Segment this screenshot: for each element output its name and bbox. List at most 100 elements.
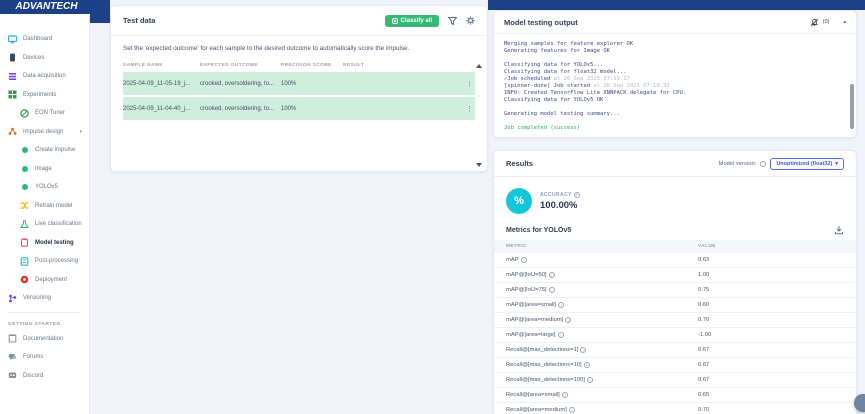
sidebar: ADVANTECH Dashboard Devices Data acquisi… xyxy=(0,0,93,414)
help-icon[interactable]: ? xyxy=(583,362,590,368)
classify-all-button[interactable]: Classify all xyxy=(384,14,439,27)
metric-row: mAP@[area=medium]? 0.70 xyxy=(494,313,856,328)
console-line: Generating features for Image OK xyxy=(504,48,610,54)
scroll-up-icon[interactable] xyxy=(476,64,482,68)
metric-row: Recall@[max_detections=1]? 0.67 xyxy=(494,343,856,358)
sample-name: 2025-04-09_11-05-19_j... xyxy=(123,80,191,87)
impulse-design-icon xyxy=(8,127,17,136)
model-testing-icon xyxy=(20,238,29,248)
scroll-down-icon[interactable] xyxy=(476,163,482,167)
chat-bubble-button[interactable] xyxy=(854,394,865,412)
live-classification-icon xyxy=(20,220,29,229)
sidebar-item-label: Post-processing xyxy=(35,258,79,265)
sidebar-item-yolov5[interactable]: YOLOv5 xyxy=(0,178,89,197)
sidebar-item-label: EON Tuner xyxy=(35,110,66,117)
model-version-label: Model version: xyxy=(718,160,757,167)
chevron-down-icon[interactable]: ▾ xyxy=(79,128,82,135)
samples-table-header: SAMPLE NAME EXPECTED OUTCOME PRECISION S… xyxy=(123,63,365,68)
test-data-panel: Test data Classify all Set the 'expected… xyxy=(110,5,488,172)
sidebar-item-create-impulse[interactable]: Create impulse xyxy=(0,141,89,160)
console-line: Job completed (success) xyxy=(504,125,581,131)
expected-outcome: crooked, oversoldering, to... xyxy=(200,80,275,87)
page-header-strip-left xyxy=(90,0,110,23)
sidebar-item-label: Devices xyxy=(23,54,45,61)
sample-name: 2025-04-09_11-04-40_j... xyxy=(123,105,191,112)
advantech-logo: ADVANTECH xyxy=(0,0,93,14)
sidebar-item-experiments[interactable]: Experiments xyxy=(0,86,89,105)
notifications-count: (0) xyxy=(822,19,830,25)
eon-tuner-icon xyxy=(20,109,29,118)
mute-notifications-icon[interactable] xyxy=(810,18,819,27)
experiments-icon xyxy=(8,90,17,99)
page-header-strip-right xyxy=(488,0,865,10)
metric-row: mAP? 0.63 xyxy=(494,253,856,268)
accuracy-badge: % xyxy=(506,188,532,214)
sidebar-divider xyxy=(8,311,81,313)
sidebar-item-forums[interactable]: Forums xyxy=(0,348,89,367)
sidebar-item-dashboard[interactable]: Dashboard xyxy=(0,30,89,49)
sidebar-item-discord[interactable]: Discord xyxy=(0,367,89,386)
help-icon[interactable]: ? xyxy=(561,392,568,398)
sidebar-item-model-testing[interactable]: Model testing xyxy=(0,234,89,253)
sidebar-item-eon-tuner[interactable]: EON Tuner xyxy=(0,104,89,123)
sidebar-item-retrain-model[interactable]: Retrain model xyxy=(0,197,89,216)
sidebar-item-impulse-design[interactable]: Impulse design ▾ xyxy=(0,123,89,142)
filter-icon[interactable] xyxy=(448,16,457,25)
help-icon[interactable]: ? xyxy=(548,272,555,278)
gear-icon[interactable] xyxy=(466,16,475,25)
download-icon[interactable] xyxy=(834,225,844,235)
row-menu-icon[interactable]: ⋮ xyxy=(466,80,473,88)
sidebar-item-post-processing[interactable]: Post-processing xyxy=(0,252,89,271)
table-row[interactable]: 2025-04-09_11-05-19_j... crooked, overso… xyxy=(123,72,475,95)
forums-icon xyxy=(8,353,17,362)
sidebar-item-deployment[interactable]: Deployment xyxy=(0,271,89,290)
help-icon[interactable]: ? xyxy=(557,332,564,338)
console-output[interactable]: Merging samples for feature explorer OK … xyxy=(494,34,856,137)
help-icon[interactable]: ? xyxy=(573,191,580,198)
metric-row: Recall@[max_detections=10]? 0.67 xyxy=(494,358,856,373)
versioning-icon xyxy=(8,294,17,303)
sidebar-item-devices[interactable]: Devices xyxy=(0,49,89,68)
console-scrollbar[interactable] xyxy=(850,84,854,129)
sidebar-item-label: YOLOv5 xyxy=(35,184,59,191)
console-line: ✓Job scheduled at 26 Sep 2025 07:19:17 xyxy=(504,76,630,82)
test-data-description: Set the 'expected outcome' for each samp… xyxy=(123,45,410,52)
sidebar-item-versioning[interactable]: Versioning xyxy=(0,289,89,308)
sidebar-item-live-classification[interactable]: Live classification xyxy=(0,215,89,234)
collapse-panel-icon[interactable]: ▴ xyxy=(843,19,846,25)
help-icon[interactable]: ? xyxy=(586,377,593,383)
deployment-icon xyxy=(20,275,29,284)
model-version-dropdown[interactable]: Unoptimized (float32) ▾ xyxy=(770,157,844,170)
model-testing-output-panel: Model testing output (0) ▴ Merging sampl… xyxy=(493,10,857,138)
help-icon[interactable]: ? xyxy=(558,302,565,308)
sidebar-item-label: Forums xyxy=(23,354,44,361)
devices-icon xyxy=(8,53,17,62)
accuracy-label: ACCURACY xyxy=(540,191,572,198)
metric-row: mAP@[IoU=75]? 0.75 xyxy=(494,283,856,298)
test-data-title: Test data xyxy=(123,16,156,25)
sidebar-item-data-acquisition[interactable]: Data acquisition xyxy=(0,67,89,86)
yolov5-block-icon xyxy=(20,183,29,192)
sidebar-item-image[interactable]: Image xyxy=(0,160,89,179)
help-icon[interactable]: ? xyxy=(760,160,767,167)
retrain-model-icon xyxy=(20,201,29,210)
metrics-title: Metrics for YOLOv5 xyxy=(506,226,572,234)
documentation-icon xyxy=(8,334,17,343)
sidebar-item-documentation[interactable]: Documentation xyxy=(0,330,89,349)
sidebar-item-label: Experiments xyxy=(23,91,57,98)
precision-score: 100% xyxy=(281,80,297,87)
help-icon[interactable]: ? xyxy=(520,257,527,263)
sidebar-item-label: Model testing xyxy=(35,239,74,246)
row-menu-icon[interactable]: ⋮ xyxy=(466,105,473,113)
post-processing-icon xyxy=(20,257,29,266)
help-icon[interactable]: ? xyxy=(580,347,587,353)
help-icon[interactable]: ? xyxy=(565,317,572,323)
dashboard-icon xyxy=(8,35,17,44)
metric-row: mAP@[area=small]? 0.60 xyxy=(494,298,856,313)
create-impulse-icon xyxy=(20,146,29,155)
help-icon[interactable]: ? xyxy=(548,287,555,293)
metric-row: mAP@[IoU=50]? 1.00 xyxy=(494,268,856,283)
console-line: Generating model testing summary... xyxy=(504,111,620,117)
help-icon[interactable]: ? xyxy=(568,407,575,413)
table-row[interactable]: 2025-04-09_11-04-40_j... crooked, overso… xyxy=(123,97,475,120)
